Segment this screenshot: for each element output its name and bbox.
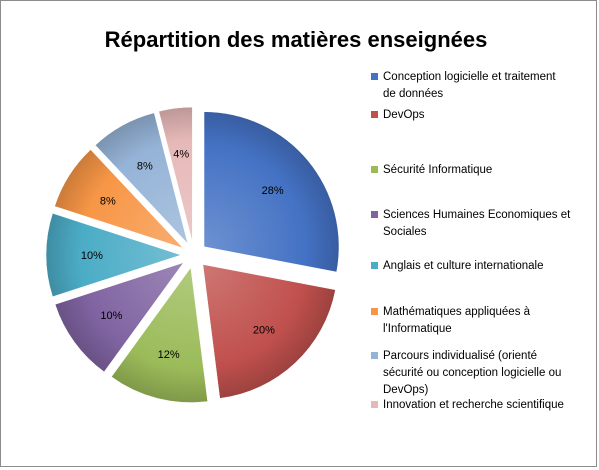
legend-swatch xyxy=(371,211,378,218)
pie-slice xyxy=(203,111,340,273)
slice-data-label: 4% xyxy=(173,149,189,161)
legend-item: Mathématiques appliquées à l'Informatiqu… xyxy=(371,304,571,338)
slice-data-label: 12% xyxy=(158,349,180,361)
legend-label: DevOps xyxy=(383,109,425,121)
legend-item: Innovation et recherche scientifique xyxy=(371,397,571,414)
pie-slice xyxy=(94,112,188,244)
legend-label: Sciences Humaines Economiques et Sociale… xyxy=(383,209,571,238)
legend-label: Innovation et recherche scientifique xyxy=(383,399,564,411)
legend-label: Conception logicielle et traitement de d… xyxy=(383,71,556,100)
pie-slice xyxy=(45,212,182,298)
legend-item: Parcours individualisé (orienté sécurité… xyxy=(371,348,571,399)
slice-data-label: 28% xyxy=(262,185,284,197)
legend-swatch xyxy=(371,308,378,315)
legend-item: Conception logicielle et traitement de d… xyxy=(371,69,571,103)
slice-data-label: 8% xyxy=(137,161,153,173)
legend-item: Sciences Humaines Economiques et Sociale… xyxy=(371,207,571,241)
pie-slice xyxy=(111,266,208,403)
legend-swatch xyxy=(371,352,378,359)
pie-slice xyxy=(54,149,184,249)
slice-data-label: 20% xyxy=(253,324,275,336)
slice-data-label: 10% xyxy=(100,310,122,322)
legend-swatch xyxy=(371,73,378,80)
legend-swatch xyxy=(371,166,378,173)
slice-data-label: 8% xyxy=(100,195,116,207)
legend-swatch xyxy=(371,111,378,118)
pie-slice xyxy=(202,264,336,399)
legend-label: Mathématiques appliquées à l'Informatiqu… xyxy=(383,306,531,335)
slice-data-label: 10% xyxy=(81,250,103,262)
legend-swatch xyxy=(371,262,378,269)
legend-swatch xyxy=(371,401,378,408)
legend-label: Parcours individualisé (orienté sécurité… xyxy=(383,350,562,396)
pie-slice xyxy=(54,262,185,373)
chart-title: Répartition des matières enseignées xyxy=(104,27,488,52)
legend-item: DevOps xyxy=(371,107,571,124)
legend-label: Sécurité Informatique xyxy=(383,164,493,176)
legend-label: Anglais et culture internationale xyxy=(383,260,544,272)
legend-item: Sécurité Informatique xyxy=(371,162,571,179)
legend-item: Anglais et culture internationale xyxy=(371,258,571,275)
pie-slice xyxy=(158,106,193,243)
